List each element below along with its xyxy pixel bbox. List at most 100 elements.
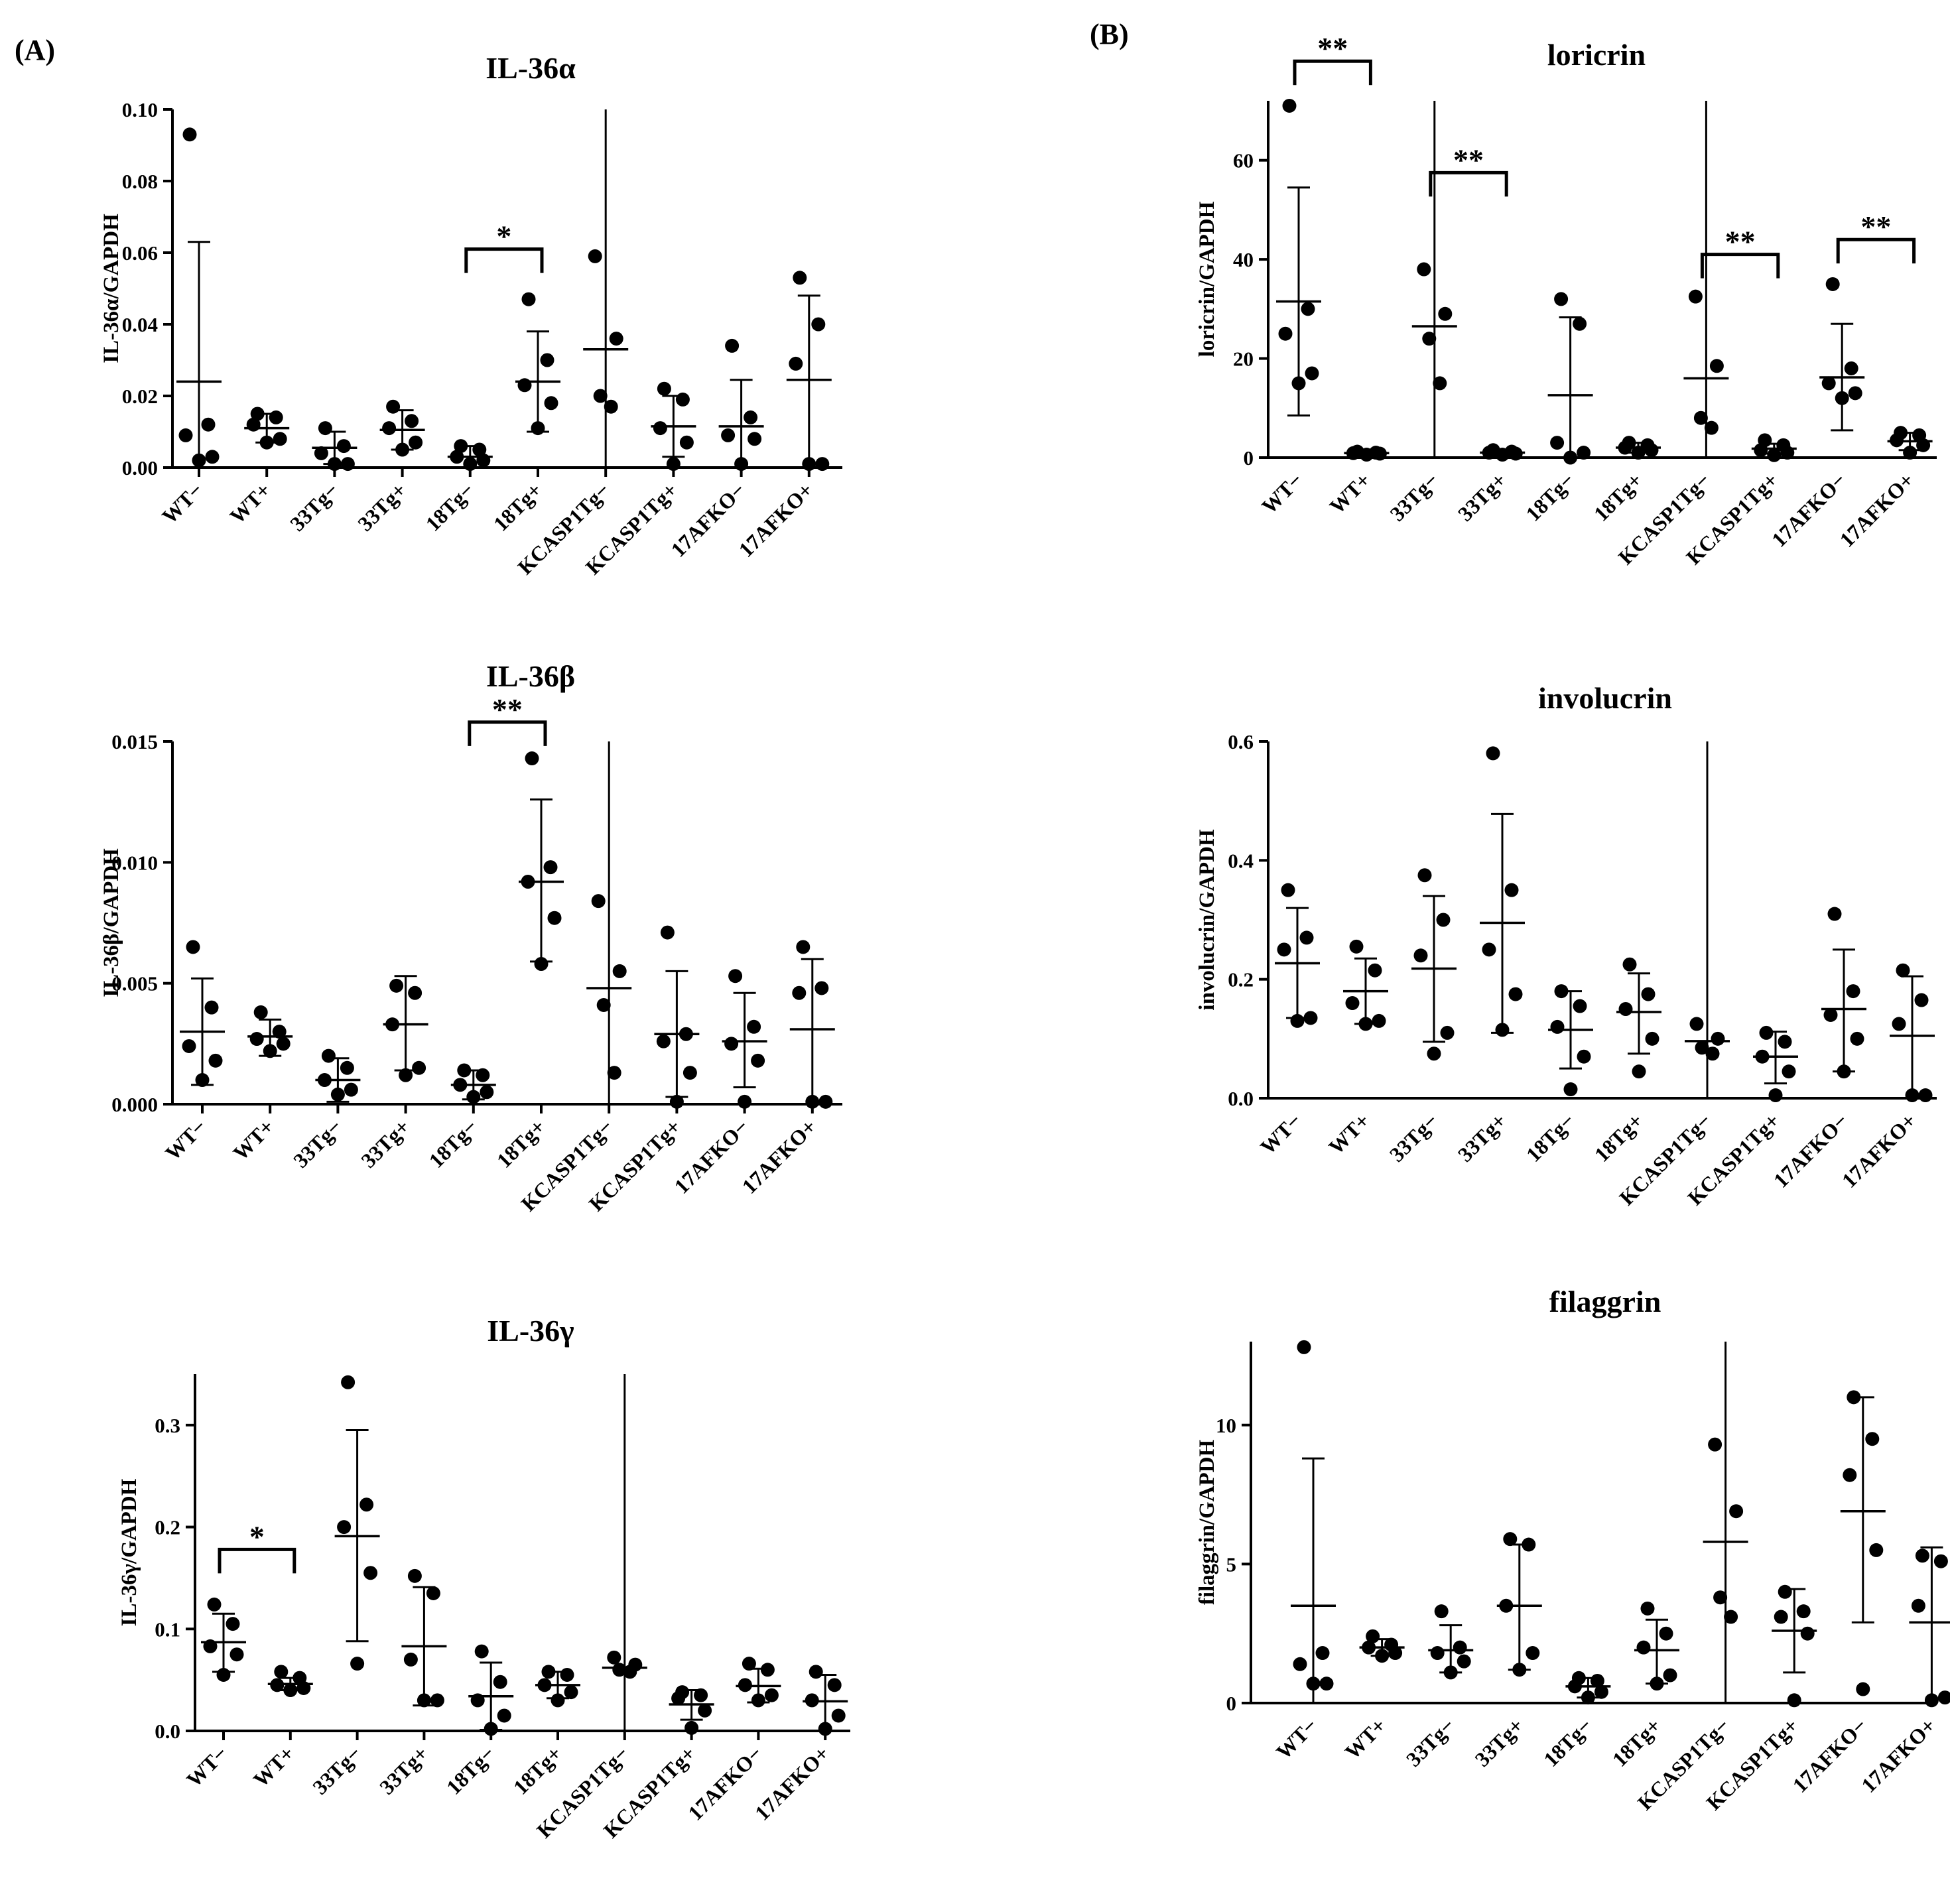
significance-bracket [464,247,544,273]
data-point [463,457,478,472]
data-point [793,271,807,285]
y-axis-label: loricrin/GAPDH [1195,201,1219,357]
data-point [747,1019,761,1034]
data-point [1297,1340,1311,1354]
x-category-label: 17AFKO+ [1856,1713,1940,1797]
data-point [1937,1690,1950,1705]
x-category-label: 33Tg− [308,1741,365,1799]
data-point [1372,446,1387,461]
data-point [1291,376,1306,391]
data-point [412,1060,426,1075]
significance-bracket [1836,237,1916,264]
y-tick-label: 0.015 [111,730,158,753]
data-point [480,1085,494,1100]
data-point [1281,883,1295,897]
data-point [1349,939,1364,954]
x-category-label: 17AFKO− [1788,1713,1871,1797]
data-point [253,1005,268,1019]
data-point [1856,1682,1870,1696]
data-point [385,1017,400,1032]
data-point [656,1034,671,1048]
y-tick-label: 0.3 [155,1414,180,1437]
data-point [1504,883,1519,897]
data-point [1632,1064,1646,1079]
x-category-label: WT+ [228,1114,279,1165]
data-point [728,969,743,984]
x-category-label: WT+ [225,477,275,528]
data-point [1550,436,1565,450]
x-category-label: 18Tg+ [509,1741,566,1799]
data-point [1290,1013,1305,1028]
data-point [273,432,287,446]
data-point [679,1027,693,1041]
significance-bracket [1700,253,1780,279]
y-axis-label: IL-36γ/GAPDH [117,1478,141,1626]
data-point [1618,440,1632,455]
x-category-label: 18Tg+ [1608,1713,1665,1771]
data-point [321,1048,336,1063]
data-point [760,1663,775,1677]
data-point [178,428,193,442]
data-point [682,1066,697,1080]
data-point [734,457,749,472]
x-category-label: 33Tg+ [356,1114,414,1172]
data-point [1755,1049,1770,1064]
data-point [1554,292,1569,306]
data-point [564,1685,578,1700]
data-point [809,1665,823,1679]
data-point [1372,1013,1386,1028]
data-point [1916,438,1931,452]
data-point [653,421,667,436]
data-point [314,446,328,460]
data-point [1512,1663,1527,1677]
data-point [609,332,623,346]
x-category-label: 33Tg− [1385,468,1443,525]
data-point [815,457,830,472]
data-point [382,421,397,436]
data-point [1567,1679,1582,1694]
data-point [201,417,216,432]
data-point [694,1688,708,1702]
data-point [1848,386,1862,401]
data-point [547,911,562,925]
data-point [470,1693,485,1708]
data-point [1443,1665,1458,1680]
data-point [1563,1082,1578,1097]
data-point [751,1693,765,1708]
data-point [1434,1604,1449,1619]
data-point [831,1708,846,1723]
x-category-label: WT− [1256,1108,1306,1159]
data-point [1362,1640,1376,1655]
chart-title: IL-36α [486,51,576,85]
data-point [1299,930,1314,945]
data-point [207,1597,222,1612]
data-point [1482,942,1496,957]
data-point [1892,1017,1906,1031]
x-category-label: 33Tg+ [1453,1108,1511,1166]
data-point [1438,306,1453,321]
data-point [1825,277,1840,291]
data-point [796,940,811,954]
data-point [1433,376,1447,391]
y-axis-label: IL-36β/GAPDH [99,848,123,997]
data-point [399,1068,413,1082]
data-point [493,1675,507,1689]
data-point [1768,1088,1783,1103]
data-point [1282,98,1297,113]
x-category-label: 17AFKO+ [737,1114,820,1198]
data-point [534,956,549,971]
data-point [1457,1654,1471,1669]
data-point [544,396,558,411]
data-point [466,1090,481,1104]
data-point [521,292,536,306]
data-point [1508,987,1523,1001]
data-point [1837,1064,1851,1079]
chart-title: IL-36β [486,659,575,693]
chart-loricrin: loricrin loricrin/GAPDH 0 20 40 60 WT− WT+ 33Tg−… [1195,31,1937,569]
data-point [403,1652,418,1667]
significance-label: * [249,1519,265,1553]
data-point [1577,1049,1591,1064]
data-point [1850,1031,1864,1046]
data-point [657,381,671,396]
data-point [1526,1646,1540,1661]
